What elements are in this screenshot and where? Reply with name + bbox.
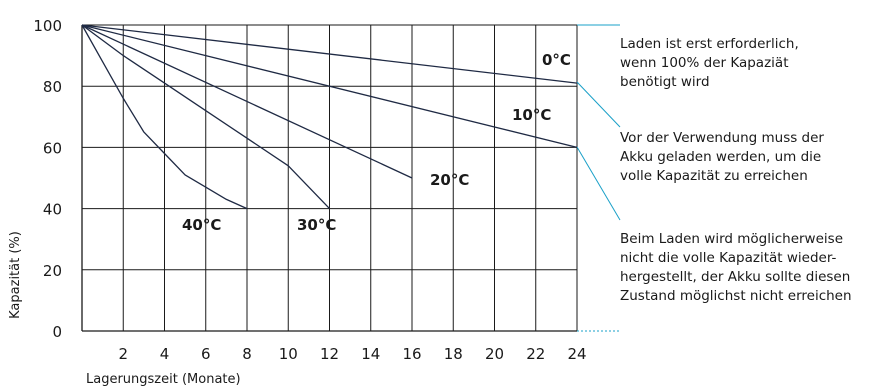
y-tick-label: 100 [33,17,62,35]
x-tick-label: 2 [118,345,128,363]
annotation-3-line: nicht die volle Kapazität wieder- [620,250,837,266]
x-tick-label: 18 [444,345,463,363]
x-tick-label: 12 [320,345,339,363]
annotation-3-line: Beim Laden wird möglicherweise [620,231,843,247]
annotation-3: Beim Laden wird möglicherweise nicht die… [620,230,891,306]
annotation-1-line: wenn 100% der Kapaziät [620,55,789,71]
series-line-1 [81,24,578,149]
annotation-2-line: volle Kapazität zu erreichen [620,168,808,184]
chart-grid [81,24,578,332]
x-tick-label: 4 [160,345,170,363]
y-tick-label: 60 [43,139,62,157]
x-axis-label: Lagerungszeit (Monate) [86,372,241,386]
series-label-0: 0°C [542,51,571,69]
x-tick-label: 20 [485,345,504,363]
y-tick-label: 80 [43,78,62,96]
callout-connector [576,146,621,221]
chart-series [81,24,578,210]
annotation-1-line: Laden ist erst erforderlich, [620,36,799,52]
annotation-2-line: Akku geladen werden, um die [620,149,822,165]
x-tick-label: 14 [361,345,380,363]
annotation-3-line: Zustand möglichst nicht erreichen [620,288,852,304]
series-line-3 [81,24,330,210]
x-tick-label: 6 [201,345,211,363]
annotation-3-line: hergestellt, der Akku sollte diesen [620,269,851,285]
x-tick-label: 10 [279,345,298,363]
series-line-4 [81,24,248,210]
y-tick-label: 0 [52,323,62,341]
series-labels: 0°C 10°C 20°C 30°C 40°C [182,51,571,234]
series-line-2 [81,24,413,179]
y-tick-label: 20 [43,262,62,280]
annotation-2-line: Vor der Verwendung muss der [620,130,824,146]
series-label-3: 30°C [297,216,336,234]
annotation-1-line: benötigt wird [620,74,710,90]
x-tick-label: 8 [242,345,252,363]
x-tick-label: 22 [526,345,545,363]
y-tick-label: 40 [43,201,62,219]
series-label-4: 40°C [182,216,221,234]
x-tick-label: 24 [567,345,586,363]
annotation-1: Laden ist erst erforderlich, wenn 100% d… [620,35,891,92]
x-tick-label: 16 [402,345,421,363]
series-label-1: 10°C [512,106,551,124]
callout-connector [576,81,621,128]
series-label-2: 20°C [430,171,469,189]
series-line-0 [81,24,578,84]
y-axis-label: Kapazität (%) [8,231,23,319]
annotation-2: Vor der Verwendung muss der Akku geladen… [620,129,891,186]
callout-lines [576,24,621,332]
